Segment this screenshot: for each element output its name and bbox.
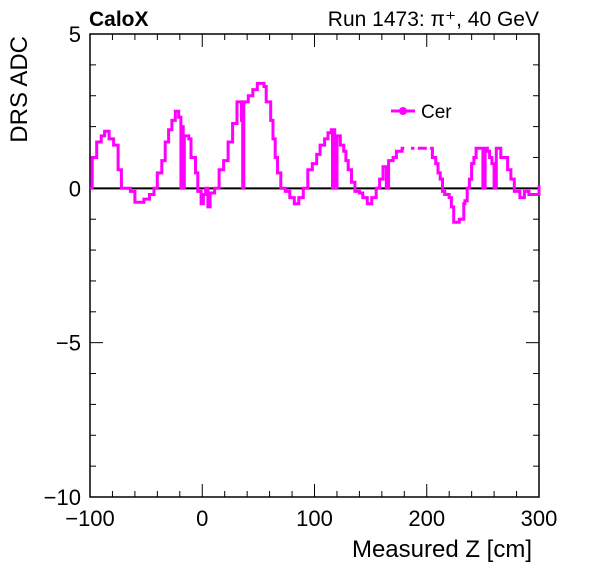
- plot-frame: [89, 33, 540, 498]
- axis-ticks: [89, 33, 540, 498]
- legend-marker-cer: [399, 107, 407, 115]
- legend-label-cer: Cer: [421, 102, 452, 123]
- y-tick-label: −5: [56, 331, 81, 356]
- tick-labels: −100 0 100 200 300 −10 −5 0 5: [44, 22, 558, 531]
- series-layer: [90, 81, 541, 224]
- experiment-label: CaloX: [89, 8, 149, 31]
- y-tick-label: 0: [69, 176, 81, 201]
- plot-border: [89, 33, 540, 498]
- series-cer: [90, 81, 541, 224]
- run-info-label: Run 1473: π⁺, 40 GeV: [328, 8, 539, 31]
- x-tick-label: 0: [196, 506, 208, 531]
- x-tick-label: 200: [408, 506, 445, 531]
- series-line-cer: [90, 81, 541, 224]
- x-tick-label: −100: [65, 506, 115, 531]
- y-tick-label: −10: [44, 485, 81, 510]
- x-tick-label: 300: [521, 506, 558, 531]
- x-tick-label: 100: [296, 506, 333, 531]
- legend: Cer: [391, 102, 452, 123]
- y-axis-title: DRS ADC: [6, 36, 33, 143]
- y-tick-label: 5: [69, 22, 81, 47]
- x-axis-title: Measured Z [cm]: [352, 536, 532, 563]
